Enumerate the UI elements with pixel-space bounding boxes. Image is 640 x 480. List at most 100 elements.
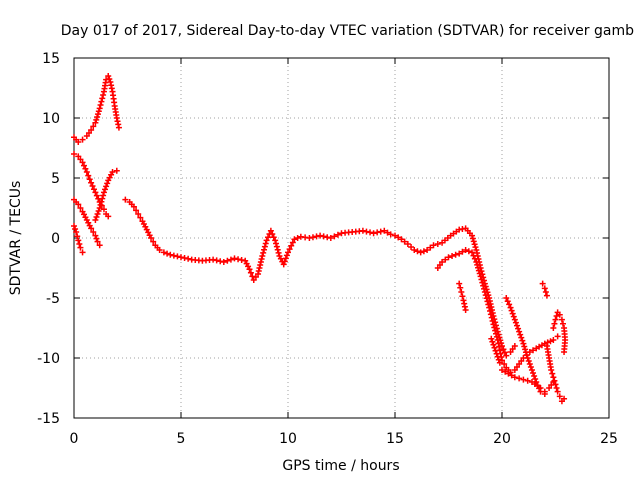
data-point-interp: [513, 322, 520, 329]
data-point: [411, 247, 418, 253]
data-point-interp: [493, 333, 500, 340]
data-point: [477, 273, 484, 280]
data-point-interp: [227, 256, 234, 263]
data-point-interp: [345, 229, 352, 236]
data-point-interp: [100, 192, 107, 199]
data-point: [539, 280, 546, 287]
data-point-interp: [512, 319, 519, 326]
data-point: [77, 244, 84, 251]
data-point: [160, 249, 167, 256]
data-point: [73, 229, 80, 235]
data-point-interp: [181, 255, 188, 261]
data-point-interp: [401, 238, 408, 245]
data-point: [96, 242, 103, 249]
data-point: [481, 289, 488, 295]
data-point-interp: [475, 267, 482, 274]
data-point-interp: [106, 76, 113, 82]
data-point-interp: [82, 165, 89, 172]
data-point-interp: [482, 292, 489, 299]
data-point-interp: [94, 111, 101, 118]
data-point-interp: [103, 183, 110, 190]
data-point-interp: [481, 285, 488, 292]
data-point-interp: [531, 373, 538, 379]
data-point-interp: [516, 375, 523, 382]
data-point: [561, 395, 568, 402]
data-point-interp: [469, 235, 476, 242]
data-point-interp: [97, 102, 104, 109]
data-point: [392, 232, 398, 239]
data-point-interp: [530, 370, 537, 376]
data-point-interp: [449, 253, 456, 259]
data-point-interp: [320, 233, 327, 240]
data-point-interp: [518, 358, 525, 364]
data-point-interp: [146, 232, 153, 239]
data-point-interp: [549, 370, 556, 377]
data-point-interp: [509, 346, 516, 352]
data-point-interp: [470, 238, 477, 245]
data-point-interp: [86, 222, 93, 229]
data-point-interp: [150, 238, 157, 245]
data-point: [327, 235, 334, 241]
data-point-interp: [309, 234, 316, 241]
data-point: [462, 247, 469, 253]
data-point-interp: [453, 228, 460, 235]
data-point: [105, 73, 112, 79]
data-point-interp: [471, 241, 478, 248]
data-point-interp: [115, 121, 122, 128]
data-point-interp: [515, 325, 522, 332]
data-point-interp: [261, 246, 268, 253]
data-point: [135, 211, 142, 217]
data-point-interp: [472, 244, 479, 251]
data-point-interp: [526, 361, 533, 367]
data-point: [456, 250, 463, 257]
x-tick-label: 25: [600, 431, 618, 447]
data-point-interp: [474, 261, 481, 268]
x-tick-label: 15: [386, 431, 404, 447]
data-point: [552, 381, 559, 388]
series-sat-k: [503, 295, 548, 397]
data-point: [430, 242, 437, 249]
data-point-interp: [111, 99, 118, 106]
data-point-interp: [98, 98, 105, 105]
data-point: [404, 241, 411, 247]
data-point-interp: [137, 214, 144, 221]
data-point-interp: [547, 364, 554, 370]
data-point-interp: [367, 229, 374, 236]
data-point-interp: [483, 295, 490, 302]
data-point-interp: [522, 346, 529, 353]
data-point: [554, 333, 561, 340]
data-point-interp: [559, 320, 566, 327]
x-tick-label: 5: [177, 431, 186, 447]
data-point-interp: [133, 207, 140, 214]
data-point: [496, 359, 503, 366]
data-point: [267, 227, 274, 234]
data-point-interp: [508, 307, 515, 314]
data-point: [456, 280, 463, 287]
data-point-interp: [90, 123, 97, 130]
data-point: [550, 374, 557, 381]
data-point-interp: [217, 258, 224, 265]
data-point-interp: [487, 307, 494, 314]
data-point-interp: [551, 320, 558, 327]
data-point: [263, 237, 270, 244]
data-point-interp: [283, 252, 290, 259]
data-point-interp: [501, 349, 508, 356]
series-sat-h: [456, 280, 469, 313]
data-point: [178, 254, 184, 261]
data-point-interp: [495, 356, 502, 363]
data-point-interp: [90, 229, 97, 235]
data-point-interp: [100, 91, 107, 98]
data-point-interp: [235, 256, 242, 263]
data-point: [550, 337, 557, 343]
data-point: [554, 388, 561, 395]
data-point: [503, 295, 510, 301]
data-point: [220, 259, 227, 265]
data-point-interp: [527, 364, 534, 370]
data-point-interp: [452, 251, 459, 258]
data-point-interp: [282, 255, 289, 262]
data-point-interp: [502, 368, 509, 375]
data-point-interp: [487, 311, 494, 318]
y-tick-label: 5: [51, 171, 60, 187]
data-point-interp: [356, 228, 363, 235]
data-point: [492, 347, 499, 354]
